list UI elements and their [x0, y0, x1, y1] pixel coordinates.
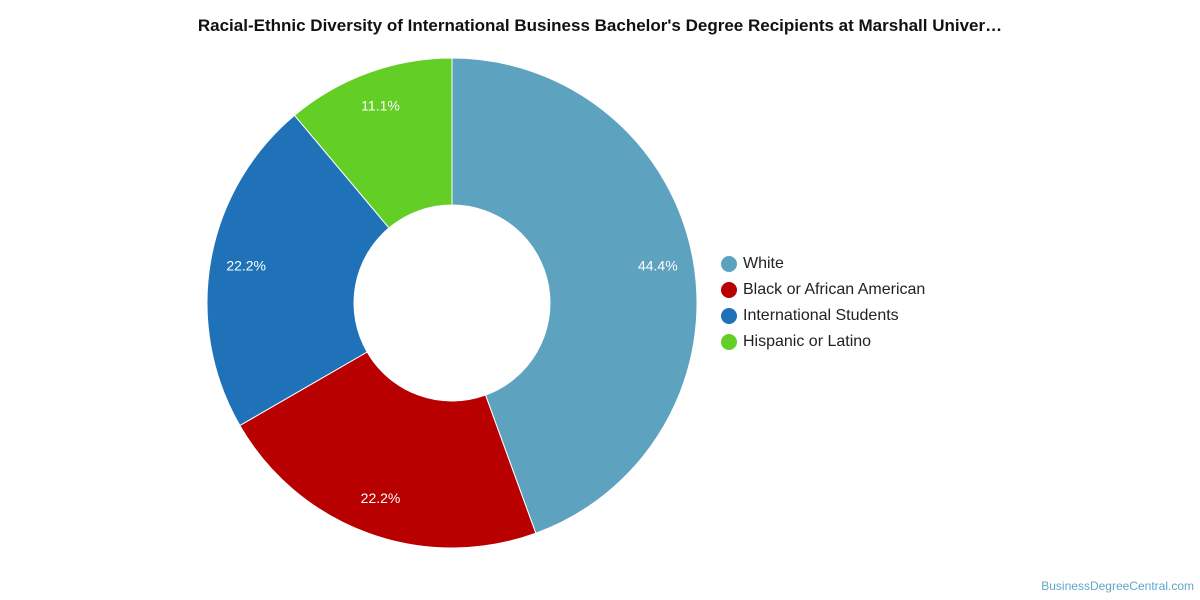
- value-label-black-or-african-american: 22.2%: [361, 490, 401, 506]
- legend-item-hispanic-or-latino[interactable]: Hispanic or Latino: [721, 333, 871, 350]
- legend-label-international-students: International Students: [743, 307, 899, 324]
- value-labels-layer: 44.4% 22.2% 22.2% 11.1%: [226, 97, 677, 506]
- slices-layer: [206, 57, 698, 549]
- legend-swatch-hispanic-or-latino: [721, 334, 737, 350]
- value-label-white: 44.4%: [638, 257, 678, 273]
- watermark-text: BusinessDegreeCentral.com: [1041, 579, 1194, 593]
- slice-international-students[interactable]: [206, 114, 390, 427]
- slice-white[interactable]: [451, 57, 698, 534]
- slice-hispanic-or-latino[interactable]: [293, 57, 453, 229]
- legend-item-white[interactable]: White: [721, 255, 784, 272]
- legend-label-white: White: [743, 255, 784, 272]
- legend-item-international-students[interactable]: International Students: [721, 307, 899, 324]
- legend-label-black-or-african-american: Black or African American: [743, 281, 925, 298]
- legend-label-hispanic-or-latino: Hispanic or Latino: [743, 333, 871, 350]
- slice-black-or-african-american[interactable]: [239, 351, 537, 549]
- legend: White Black or African American Internatio…: [721, 255, 925, 350]
- legend-item-black-or-african-american[interactable]: Black or African American: [721, 281, 925, 298]
- legend-swatch-international-students: [721, 308, 737, 324]
- chart-title: Racial-Ethnic Diversity of International…: [197, 16, 1003, 35]
- legend-swatch-black-or-african-american: [721, 282, 737, 298]
- legend-swatch-white: [721, 256, 737, 272]
- value-label-international-students: 22.2%: [226, 257, 266, 273]
- value-label-hispanic-or-latino: 11.1%: [361, 97, 400, 113]
